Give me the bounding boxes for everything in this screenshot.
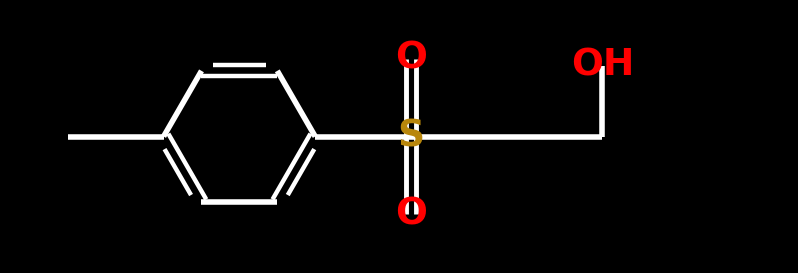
Text: S: S — [397, 118, 425, 155]
Text: O: O — [395, 41, 427, 77]
Text: O: O — [395, 196, 427, 232]
Text: OH: OH — [571, 48, 634, 84]
